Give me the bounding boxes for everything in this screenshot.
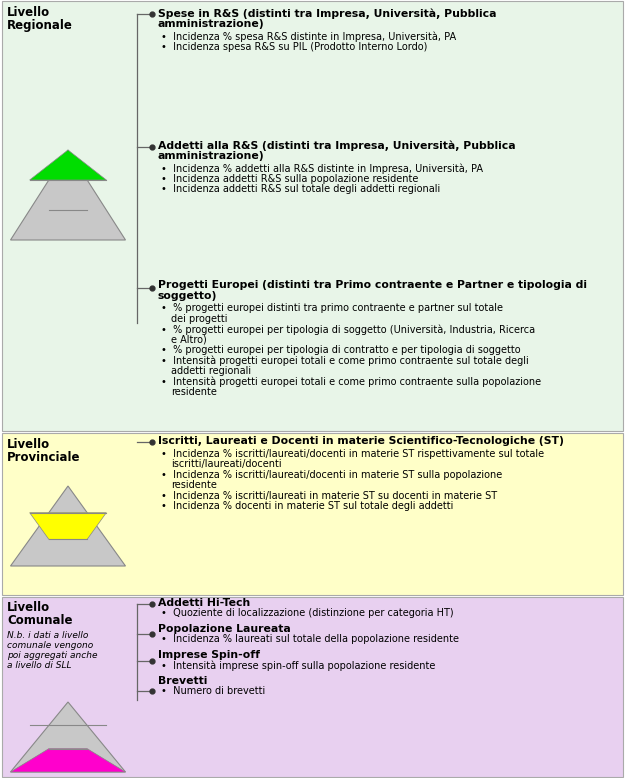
Polygon shape xyxy=(29,513,106,539)
Text: •  Incidenza % docenti in materie ST sul totale degli addetti: • Incidenza % docenti in materie ST sul … xyxy=(161,501,453,511)
Text: •  Intensità imprese spin-off sulla popolazione residente: • Intensità imprese spin-off sulla popol… xyxy=(161,661,436,671)
Text: dei progetti: dei progetti xyxy=(171,314,227,324)
Text: N.b. i dati a livello: N.b. i dati a livello xyxy=(7,631,88,640)
Text: amministrazione): amministrazione) xyxy=(158,150,264,160)
Text: •  % progetti europei per tipologia di soggetto (Università, Industria, Ricerca: • % progetti europei per tipologia di so… xyxy=(161,324,535,335)
Text: poi aggregati anche: poi aggregati anche xyxy=(7,651,98,660)
Text: •  Intensità progetti europei totali e come primo contraente sul totale degli: • Intensità progetti europei totali e co… xyxy=(161,356,529,366)
Text: •  Incidenza % iscritti/laureati/docenti in materie ST rispettivamente sul total: • Incidenza % iscritti/laureati/docenti … xyxy=(161,448,544,458)
Text: Provinciale: Provinciale xyxy=(7,451,81,464)
Text: a livello di SLL: a livello di SLL xyxy=(7,661,71,670)
Text: •  Incidenza % iscritti/laureati in materie ST su docenti in materie ST: • Incidenza % iscritti/laureati in mater… xyxy=(161,490,497,500)
Text: Livello: Livello xyxy=(7,438,50,451)
Text: comunale vengono: comunale vengono xyxy=(7,641,93,650)
Text: Progetti Europei (distinti tra Primo contraente e Partner e tipologia di: Progetti Europei (distinti tra Primo con… xyxy=(158,280,587,290)
Text: Regionale: Regionale xyxy=(7,19,73,32)
Text: amministrazione): amministrazione) xyxy=(158,19,264,29)
Text: residente: residente xyxy=(171,480,217,490)
Polygon shape xyxy=(11,702,126,772)
Text: •  Incidenza spesa R&S su PIL (Prodotto Interno Lordo): • Incidenza spesa R&S su PIL (Prodotto I… xyxy=(161,41,428,51)
Text: Imprese Spin-off: Imprese Spin-off xyxy=(158,650,260,660)
Text: iscritti/laureati/docenti: iscritti/laureati/docenti xyxy=(171,459,282,469)
Text: Comunale: Comunale xyxy=(7,614,72,627)
Polygon shape xyxy=(11,748,126,772)
Text: Livello: Livello xyxy=(7,6,50,19)
Text: •  Incidenza % laureati sul totale della popolazione residente: • Incidenza % laureati sul totale della … xyxy=(161,635,459,644)
Text: •  Incidenza % addetti alla R&S distinte in Impresa, Università, PA: • Incidenza % addetti alla R&S distinte … xyxy=(161,163,483,173)
Text: •  Intensità progetti europei totali e come primo contraente sulla popolazione: • Intensità progetti europei totali e co… xyxy=(161,377,541,387)
Text: residente: residente xyxy=(171,387,217,397)
Text: •  Quoziente di localizzazione (distinzione per categoria HT): • Quoziente di localizzazione (distinzio… xyxy=(161,608,454,619)
Text: Iscritti, Laureati e Docenti in materie Scientifico-Tecnologiche (ST): Iscritti, Laureati e Docenti in materie … xyxy=(158,436,564,446)
Text: •  Incidenza addetti R&S sulla popolazione residente: • Incidenza addetti R&S sulla popolazion… xyxy=(161,173,418,184)
Text: Addetti Hi-Tech: Addetti Hi-Tech xyxy=(158,598,250,608)
Text: Spese in R&S (distinti tra Impresa, Università, Pubblica: Spese in R&S (distinti tra Impresa, Univ… xyxy=(158,8,496,19)
Text: •  Incidenza addetti R&S sul totale degli addetti regionali: • Incidenza addetti R&S sul totale degli… xyxy=(161,184,440,194)
Text: •  Incidenza % iscritti/laureati/docenti in materie ST sulla popolazione: • Incidenza % iscritti/laureati/docenti … xyxy=(161,469,502,479)
Text: addetti regionali: addetti regionali xyxy=(171,366,251,376)
Text: Brevetti: Brevetti xyxy=(158,676,208,686)
Text: Livello: Livello xyxy=(7,601,50,614)
Polygon shape xyxy=(11,150,126,240)
Text: •  % progetti europei per tipologia di contratto e per tipologia di soggetto: • % progetti europei per tipologia di co… xyxy=(161,345,521,355)
Text: Popolazione Laureata: Popolazione Laureata xyxy=(158,624,291,634)
Text: e Altro): e Altro) xyxy=(171,335,207,345)
Text: •  Incidenza % spesa R&S distinte in Impresa, Università, PA: • Incidenza % spesa R&S distinte in Impr… xyxy=(161,31,456,41)
Polygon shape xyxy=(29,150,106,180)
Text: soggetto): soggetto) xyxy=(158,290,218,300)
Bar xyxy=(2,597,623,777)
Polygon shape xyxy=(11,486,126,566)
Bar xyxy=(2,433,623,595)
Text: Addetti alla R&S (distinti tra Impresa, Università, Pubblica: Addetti alla R&S (distinti tra Impresa, … xyxy=(158,140,516,150)
Text: •  % progetti europei distinti tra primo contraente e partner sul totale: • % progetti europei distinti tra primo … xyxy=(161,303,503,313)
Bar xyxy=(2,1,623,431)
Text: •  Numero di brevetti: • Numero di brevetti xyxy=(161,686,265,696)
